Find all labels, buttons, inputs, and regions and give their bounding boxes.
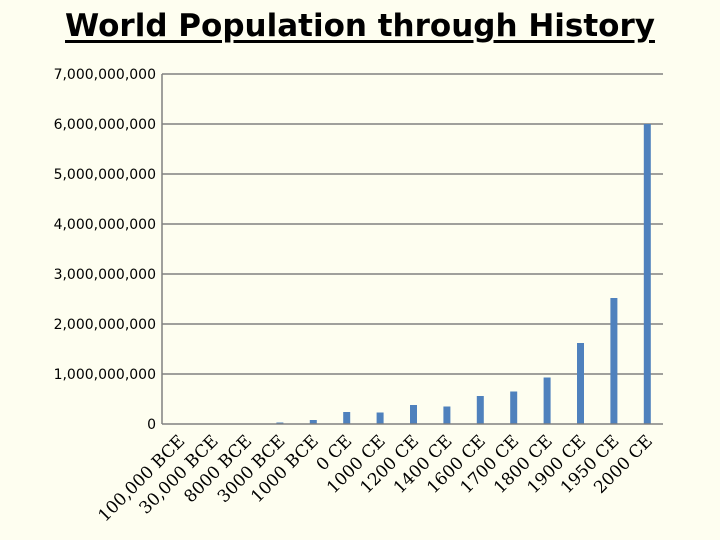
y-tick-label: 2,000,000,000 <box>54 317 156 333</box>
bar <box>443 406 451 424</box>
y-tick-label: 0 <box>147 417 156 433</box>
y-tick-label: 4,000,000,000 <box>54 217 156 233</box>
bar <box>476 396 484 424</box>
gridlines <box>162 73 663 375</box>
y-tick-label: 1,000,000,000 <box>54 367 156 383</box>
y-tick-label: 5,000,000,000 <box>54 167 156 183</box>
y-tick-label: 6,000,000,000 <box>54 117 156 133</box>
bar <box>309 420 317 424</box>
y-axis: 0 1,000,000,000 2,000,000,000 3,000,000,000… <box>54 67 163 433</box>
bar <box>343 412 351 424</box>
chart-title: World Population through History <box>65 8 655 44</box>
bar <box>577 343 584 424</box>
y-tick-label: 3,000,000,000 <box>54 267 156 283</box>
bars <box>243 124 651 424</box>
bar <box>510 391 518 424</box>
bar <box>610 298 618 424</box>
bar <box>543 377 551 424</box>
bar <box>643 124 651 424</box>
bar <box>376 412 384 424</box>
bar <box>410 405 417 424</box>
y-tick-label: 7,000,000,000 <box>54 67 156 83</box>
